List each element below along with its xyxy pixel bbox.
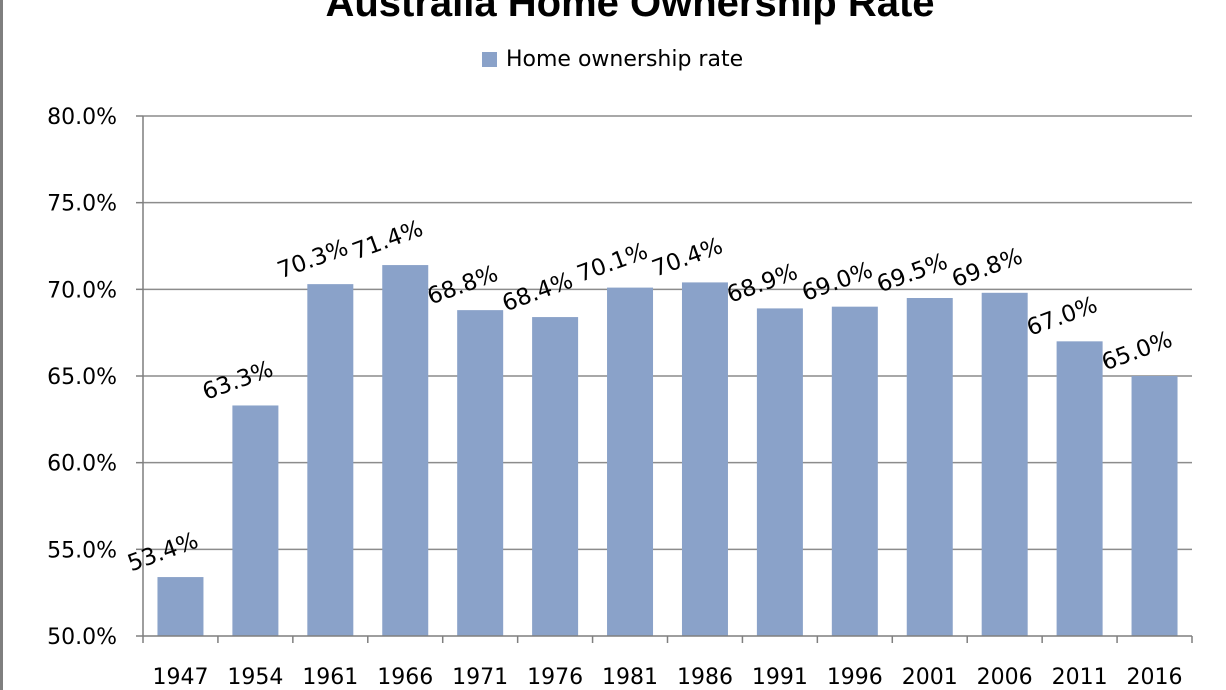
data-label: 70.4% (649, 233, 727, 282)
bar-2011 (1056, 341, 1103, 636)
x-tick-label: 2011 (1052, 665, 1108, 690)
bar-1986 (681, 282, 728, 636)
data-label: 71.4% (349, 216, 427, 265)
x-tick-label: 1976 (527, 665, 583, 690)
data-label: 70.1% (574, 238, 652, 287)
bar-2006 (981, 292, 1028, 636)
chart-title: Australia Home Ownership Rate (325, 0, 935, 25)
x-tick-label: 1996 (827, 665, 883, 690)
data-label: 63.3% (199, 356, 277, 405)
data-label: 69.8% (949, 244, 1027, 293)
data-label: 68.8% (424, 261, 502, 310)
data-label: 70.3% (274, 235, 352, 284)
data-label: 67.0% (1023, 292, 1101, 341)
bar-1954 (232, 405, 279, 636)
data-label: 69.5% (874, 249, 952, 298)
data-label: 53.4% (124, 528, 202, 577)
bar-1947 (157, 577, 204, 636)
data-label: 68.4% (499, 268, 577, 317)
bar-2016 (1131, 376, 1178, 636)
x-axis-tick-labels: 1947 1954 1961 1966 1971 1976 1981 1986 1991 1996… (152, 665, 1182, 690)
bars (157, 265, 1178, 636)
bar-1981 (607, 287, 654, 636)
legend-label: Home ownership rate (506, 46, 744, 72)
y-tick-label: 55.0% (47, 538, 117, 563)
bar-1991 (756, 308, 803, 636)
x-tick-label: 1981 (602, 665, 658, 690)
y-tick-label: 65.0% (47, 365, 117, 390)
y-tick-label: 60.0% (47, 452, 117, 477)
y-tick-label: 75.0% (47, 192, 117, 217)
bar-1961 (307, 284, 354, 636)
chart-frame-edge (0, 0, 3, 690)
x-tick-label: 2016 (1127, 665, 1183, 690)
data-label: 68.9% (724, 259, 802, 308)
x-tick-label: 2001 (902, 665, 958, 690)
bar-1996 (831, 306, 878, 636)
data-label: 69.0% (799, 257, 877, 306)
data-label: 65.0% (1098, 327, 1176, 376)
y-tick-label: 50.0% (47, 625, 117, 650)
legend: Home ownership rate (482, 44, 743, 74)
bar-1971 (457, 310, 504, 636)
axes (136, 115, 1193, 643)
x-tick-label: 2006 (977, 665, 1033, 690)
bar-1966 (382, 265, 429, 636)
bar-1976 (532, 317, 579, 636)
legend-swatch (482, 51, 497, 67)
y-axis-tick-labels: 50.0% 55.0% 60.0% 65.0% 70.0% 75.0% 80.0% (47, 105, 117, 650)
y-tick-label: 70.0% (47, 278, 117, 303)
y-tick-label: 80.0% (47, 105, 117, 130)
x-tick-label: 1971 (452, 665, 508, 690)
bar-2001 (906, 298, 953, 636)
x-tick-label: 1966 (377, 665, 433, 690)
x-tick-label: 1954 (227, 665, 283, 690)
x-tick-label: 1947 (152, 665, 208, 690)
x-tick-label: 1986 (677, 665, 733, 690)
x-tick-label: 1961 (302, 665, 358, 690)
x-tick-label: 1991 (752, 665, 808, 690)
